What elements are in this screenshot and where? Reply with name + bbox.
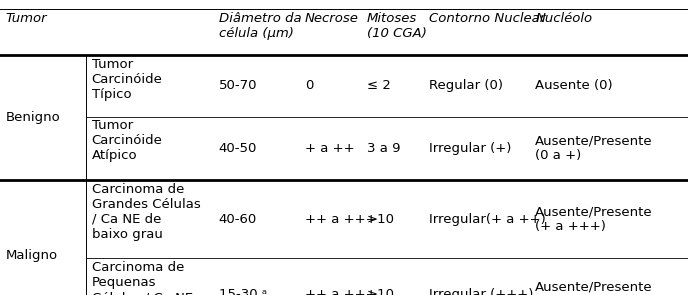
Text: Carcinoma de
Pequenas
Células / Ca NE
de alto grau: Carcinoma de Pequenas Células / Ca NE de…	[92, 261, 193, 295]
Text: Irregular(+ a ++): Irregular(+ a ++)	[429, 212, 546, 226]
Text: Nucléolo: Nucléolo	[535, 12, 592, 25]
Text: Regular (0): Regular (0)	[429, 79, 503, 92]
Text: Mitoses
(10 CGA): Mitoses (10 CGA)	[367, 12, 427, 40]
Text: ++ a +++: ++ a +++	[305, 212, 376, 226]
Text: Irregular (+++): Irregular (+++)	[429, 288, 533, 295]
Text: 0: 0	[305, 79, 313, 92]
Text: + a ++: + a ++	[305, 142, 354, 155]
Text: Benigno: Benigno	[6, 111, 61, 124]
Text: Ausente (0): Ausente (0)	[535, 79, 613, 92]
Text: Maligno: Maligno	[6, 249, 58, 262]
Text: Contorno Nuclear: Contorno Nuclear	[429, 12, 545, 25]
Text: Ausente/Presente
(0 a +): Ausente/Presente (0 a +)	[535, 134, 653, 162]
Text: Carcinoma de
Grandes Células
/ Ca NE de
baixo grau: Carcinoma de Grandes Células / Ca NE de …	[92, 183, 200, 241]
Text: Irregular (+): Irregular (+)	[429, 142, 511, 155]
Text: ≤ 2: ≤ 2	[367, 79, 391, 92]
Text: Tumor
Carcinóide
Atípico: Tumor Carcinóide Atípico	[92, 119, 162, 163]
Text: 50-70: 50-70	[219, 79, 257, 92]
Text: 15-30 ᵃ: 15-30 ᵃ	[219, 288, 267, 295]
Text: 40-50: 40-50	[219, 142, 257, 155]
Text: Ausente/Presente
(+ a +++): Ausente/Presente (+ a +++)	[535, 205, 653, 233]
Text: Ausente/Presente
(0 a +): Ausente/Presente (0 a +)	[535, 280, 653, 295]
Text: ++ a +++: ++ a +++	[305, 288, 376, 295]
Text: >10: >10	[367, 212, 395, 226]
Text: >10: >10	[367, 288, 395, 295]
Text: Diâmetro da
célula (μm): Diâmetro da célula (μm)	[219, 12, 301, 40]
Text: 3 a 9: 3 a 9	[367, 142, 400, 155]
Text: Necrose: Necrose	[305, 12, 358, 25]
Text: Tumor: Tumor	[6, 12, 47, 25]
Text: Tumor
Carcinóide
Típico: Tumor Carcinóide Típico	[92, 58, 162, 101]
Text: 40-60: 40-60	[219, 212, 257, 226]
